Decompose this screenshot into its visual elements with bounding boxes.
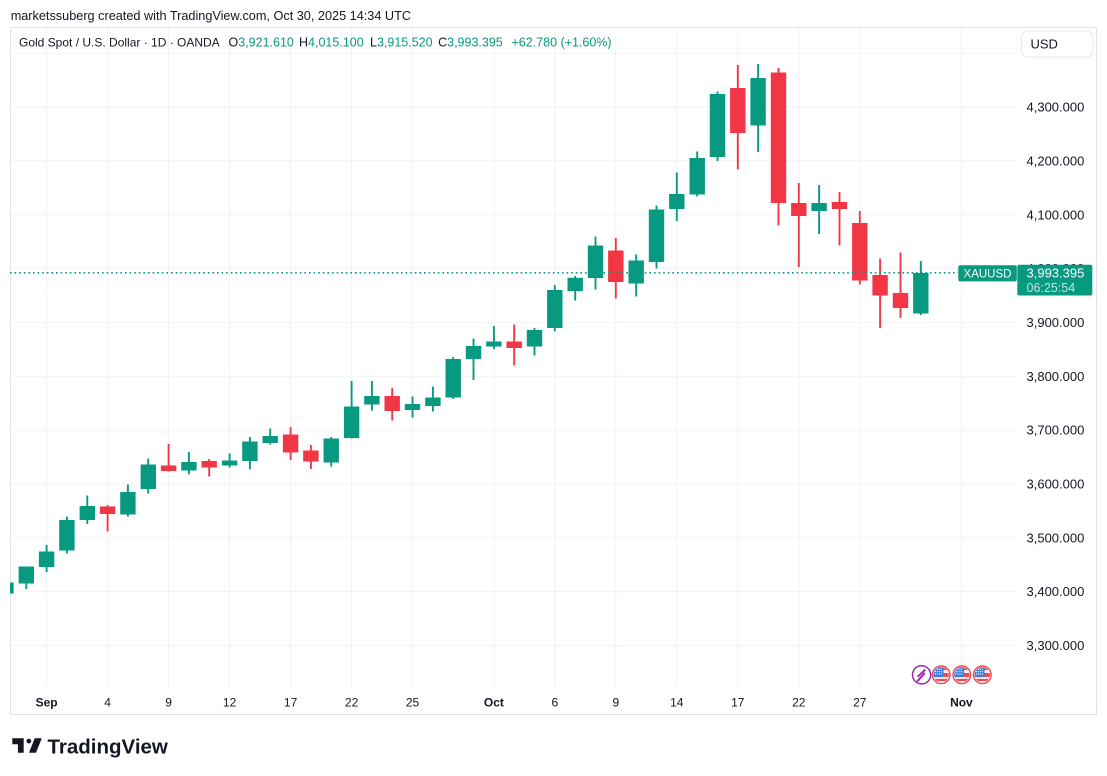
svg-text:9: 9	[612, 696, 619, 710]
svg-text:3,300.000: 3,300.000	[1027, 638, 1085, 653]
svg-text:27: 27	[853, 696, 867, 710]
svg-text:9: 9	[165, 696, 172, 710]
svg-text:L3,915.520: L3,915.520	[370, 36, 433, 50]
svg-text:USD: USD	[1031, 36, 1058, 51]
svg-text:6: 6	[551, 696, 558, 710]
svg-text:XAUUSD: XAUUSD	[964, 268, 1012, 280]
svg-text:Sep: Sep	[36, 696, 58, 710]
svg-text:17: 17	[284, 696, 298, 710]
svg-text:3,800.000: 3,800.000	[1027, 369, 1085, 384]
svg-text:3,500.000: 3,500.000	[1027, 530, 1085, 545]
svg-text:06:25:54: 06:25:54	[1027, 281, 1076, 295]
svg-text:O3,921.610: O3,921.610	[229, 36, 294, 50]
svg-text:4,300.000: 4,300.000	[1027, 100, 1085, 115]
svg-text:22: 22	[345, 696, 359, 710]
svg-text:14: 14	[670, 696, 684, 710]
svg-text:Nov: Nov	[950, 696, 973, 710]
svg-text:TradingView: TradingView	[48, 736, 168, 759]
svg-text:Oct: Oct	[484, 696, 504, 710]
svg-text:3,600.000: 3,600.000	[1027, 477, 1085, 492]
svg-text:3,993.395: 3,993.395	[1027, 266, 1085, 281]
svg-text:C3,993.395: C3,993.395	[438, 36, 503, 50]
svg-text:+62.780 (+1.60%): +62.780 (+1.60%)	[512, 36, 612, 50]
svg-text:25: 25	[406, 696, 420, 710]
svg-text:marketssuberg created with Tra: marketssuberg created with TradingView.c…	[11, 9, 411, 23]
svg-text:H4,015.100: H4,015.100	[299, 36, 364, 50]
svg-text:4: 4	[104, 696, 111, 710]
svg-text:12: 12	[223, 696, 237, 710]
svg-text:22: 22	[792, 696, 806, 710]
svg-text:Gold Spot / U.S. Dollar · 1D ·: Gold Spot / U.S. Dollar · 1D · OANDA	[19, 36, 220, 50]
svg-text:17: 17	[731, 696, 745, 710]
svg-text:3,400.000: 3,400.000	[1027, 584, 1085, 599]
svg-text:3,700.000: 3,700.000	[1027, 423, 1085, 438]
svg-text:4,200.000: 4,200.000	[1027, 153, 1085, 168]
svg-text:3,900.000: 3,900.000	[1027, 315, 1085, 330]
svg-text:4,100.000: 4,100.000	[1027, 207, 1085, 222]
